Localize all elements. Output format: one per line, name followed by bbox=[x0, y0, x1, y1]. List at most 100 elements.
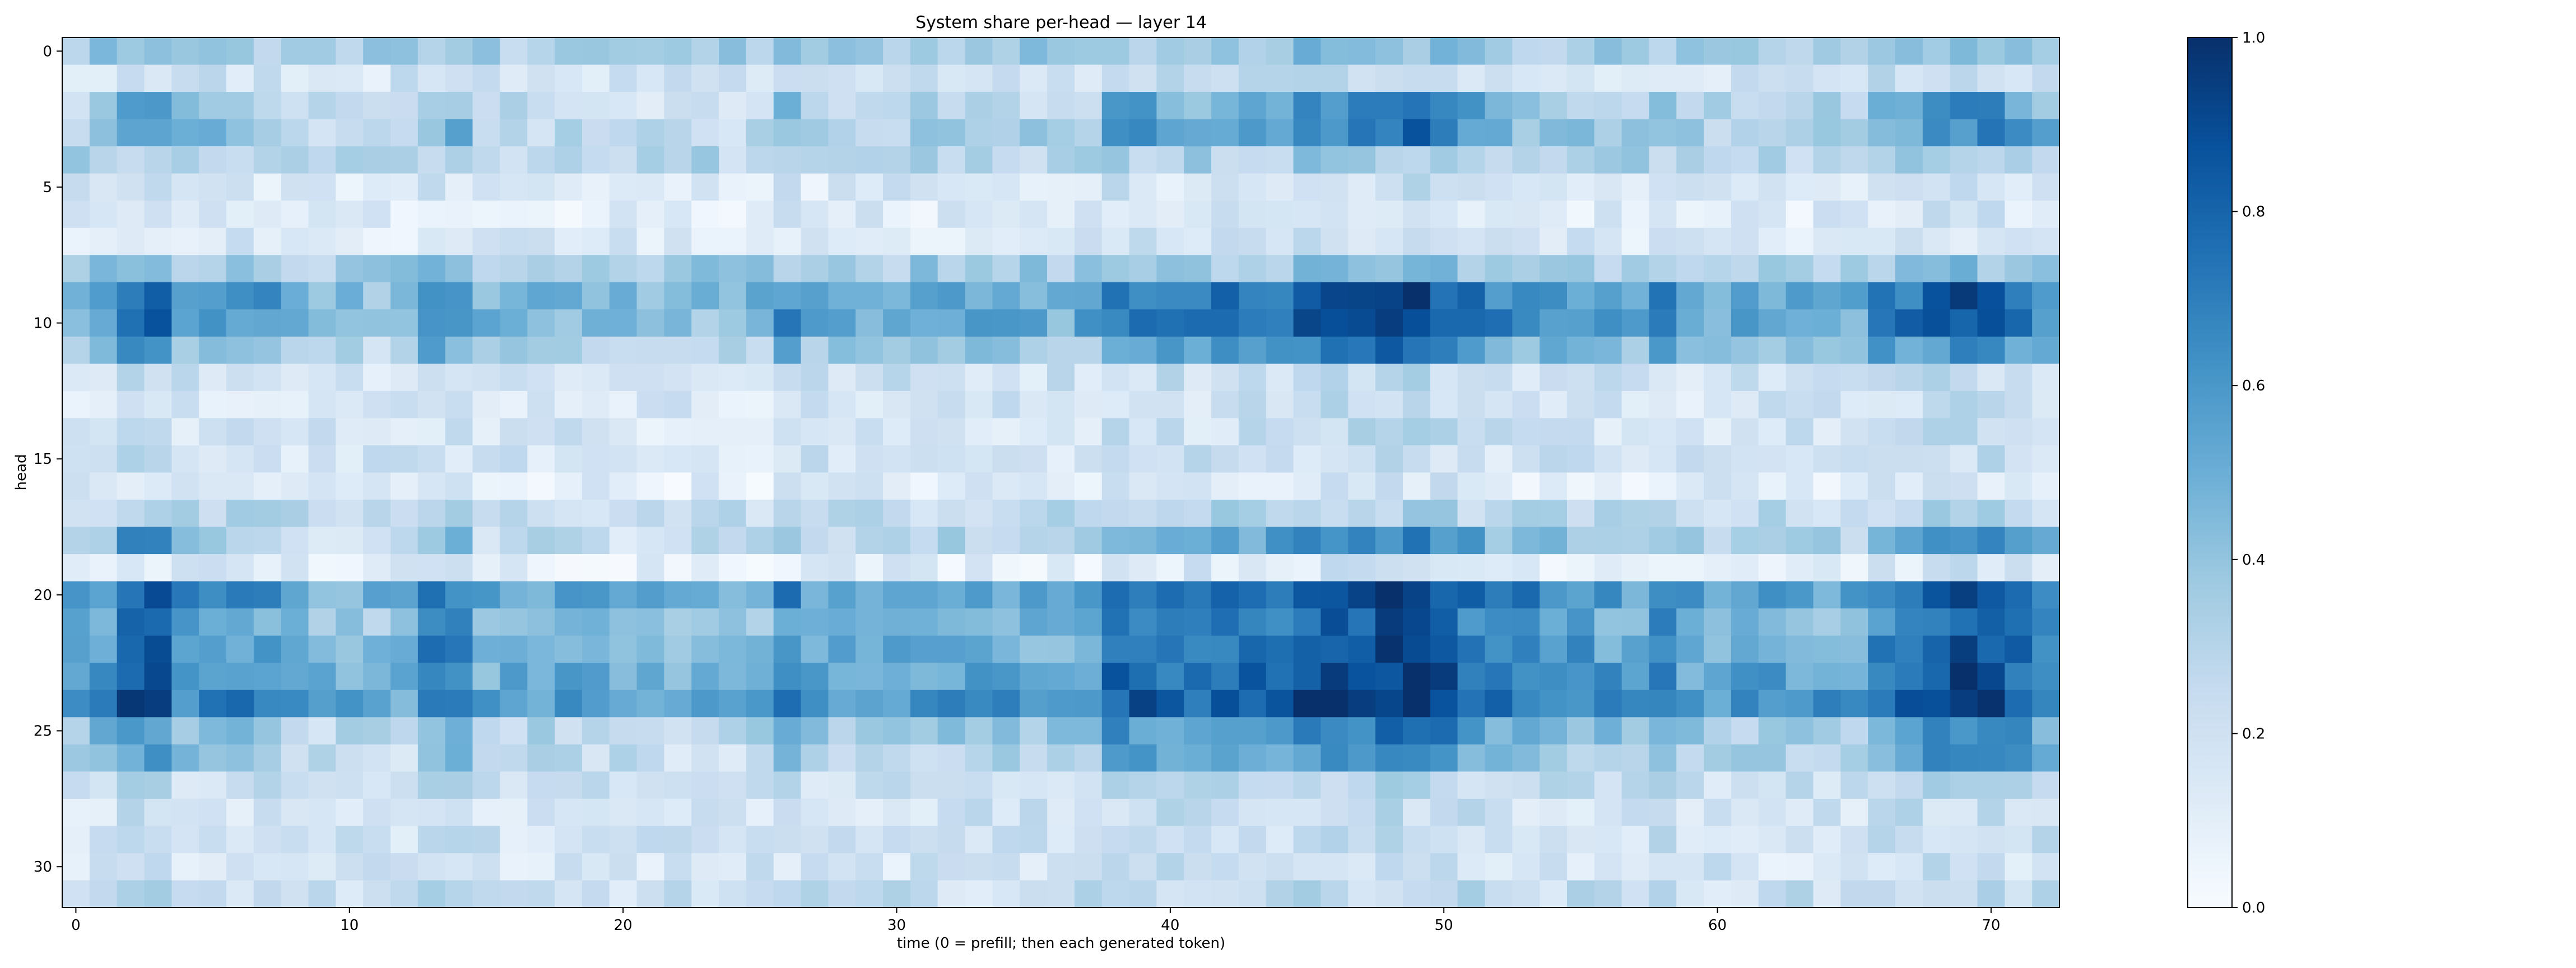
heatmap-cell bbox=[336, 201, 364, 229]
heatmap-cell bbox=[1950, 255, 1978, 283]
heatmap-cell bbox=[390, 581, 419, 609]
heatmap-cell bbox=[910, 390, 938, 419]
heatmap-cell bbox=[555, 445, 583, 473]
heatmap-cell bbox=[746, 390, 774, 419]
heatmap-cell bbox=[965, 472, 993, 500]
heatmap-cell bbox=[171, 119, 199, 147]
heatmap-cell bbox=[1101, 336, 1130, 364]
heatmap-cell bbox=[1676, 500, 1704, 528]
heatmap-cell bbox=[1485, 119, 1513, 147]
heatmap-cell bbox=[1621, 500, 1650, 528]
heatmap-cell bbox=[801, 173, 829, 201]
heatmap-cell bbox=[992, 608, 1020, 636]
heatmap-cell bbox=[1485, 744, 1513, 772]
heatmap-cell bbox=[2005, 227, 2033, 255]
heatmap-cell bbox=[1238, 146, 1267, 174]
heatmap-cell bbox=[1977, 717, 2005, 745]
heatmap-cell bbox=[992, 880, 1020, 908]
heatmap-cell bbox=[719, 336, 747, 364]
heatmap-cell bbox=[1840, 853, 1868, 881]
heatmap-cell bbox=[1485, 717, 1513, 745]
heatmap-cell bbox=[1950, 472, 1978, 500]
heatmap-cell bbox=[636, 771, 664, 799]
heatmap-cell bbox=[1540, 227, 1568, 255]
heatmap-cell bbox=[855, 608, 884, 636]
heatmap-cell bbox=[1485, 880, 1513, 908]
heatmap-cell bbox=[308, 92, 336, 120]
heatmap-cell bbox=[937, 744, 966, 772]
colorbar-axis: 0.00.20.40.60.81.0 bbox=[2232, 30, 2265, 916]
heatmap-cell bbox=[1348, 309, 1376, 337]
heatmap-cell bbox=[1950, 798, 1978, 827]
heatmap-cell bbox=[636, 336, 664, 364]
heatmap-cell bbox=[1457, 880, 1486, 908]
heatmap-cell bbox=[1704, 173, 1732, 201]
heatmap-cell bbox=[1704, 663, 1732, 691]
heatmap-cell bbox=[472, 364, 500, 392]
heatmap-cell bbox=[636, 309, 664, 337]
heatmap-cell bbox=[1676, 282, 1704, 310]
heatmap-cell bbox=[1020, 64, 1048, 92]
heatmap-cell bbox=[1047, 663, 1075, 691]
heatmap-cell bbox=[1512, 798, 1540, 827]
heatmap-cell bbox=[1704, 472, 1732, 500]
heatmap-cell bbox=[1375, 255, 1403, 283]
heatmap-cell bbox=[1101, 744, 1130, 772]
heatmap-cell bbox=[1320, 608, 1349, 636]
heatmap-cell bbox=[1020, 717, 1048, 745]
heatmap-cell bbox=[801, 201, 829, 229]
heatmap-cell bbox=[636, 500, 664, 528]
heatmap-cell bbox=[199, 227, 227, 255]
heatmap-cell bbox=[1156, 581, 1184, 609]
heatmap-cell bbox=[1785, 663, 1814, 691]
heatmap-cell bbox=[1566, 690, 1595, 718]
heatmap-cell bbox=[1402, 445, 1431, 473]
heatmap-cell bbox=[1485, 64, 1513, 92]
heatmap-cell bbox=[417, 309, 446, 337]
heatmap-cell bbox=[828, 201, 856, 229]
heatmap-cell bbox=[636, 364, 664, 392]
heatmap-cell bbox=[1621, 581, 1650, 609]
heatmap-cell bbox=[965, 554, 993, 582]
heatmap-cell bbox=[1649, 635, 1677, 663]
heatmap-cell bbox=[582, 418, 610, 446]
heatmap-cell bbox=[992, 771, 1020, 799]
heatmap-cell bbox=[1621, 798, 1650, 827]
heatmap-cell bbox=[281, 554, 309, 582]
heatmap-cell bbox=[1840, 201, 1868, 229]
heatmap-cell bbox=[1922, 500, 1951, 528]
heatmap-cell bbox=[1129, 336, 1157, 364]
heatmap-cell bbox=[1211, 173, 1239, 201]
heatmap-cell bbox=[144, 201, 172, 229]
heatmap-cell bbox=[1266, 500, 1294, 528]
heatmap-cell bbox=[226, 38, 254, 66]
heatmap-cell bbox=[2032, 173, 2060, 201]
heatmap-cell bbox=[1813, 554, 1841, 582]
heatmap-cell bbox=[773, 554, 802, 582]
heatmap-cell bbox=[1813, 390, 1841, 419]
heatmap-cell bbox=[555, 119, 583, 147]
heatmap-cell bbox=[1320, 500, 1349, 528]
heatmap-cell bbox=[1375, 227, 1403, 255]
heatmap-cell bbox=[445, 255, 473, 283]
heatmap-cell bbox=[2032, 690, 2060, 718]
heatmap-cell bbox=[910, 418, 938, 446]
heatmap-cell bbox=[281, 390, 309, 419]
heatmap-cell bbox=[1512, 880, 1540, 908]
heatmap-cell bbox=[1375, 527, 1403, 555]
heatmap-cell bbox=[1375, 608, 1403, 636]
heatmap-cell bbox=[691, 853, 719, 881]
heatmap-cell bbox=[773, 608, 802, 636]
heatmap-cell bbox=[281, 201, 309, 229]
heatmap-cell bbox=[1238, 880, 1267, 908]
heatmap-cell bbox=[1047, 853, 1075, 881]
heatmap-cell bbox=[62, 255, 90, 283]
heatmap-cell bbox=[992, 390, 1020, 419]
heatmap-cell bbox=[773, 336, 802, 364]
heatmap-cell bbox=[1074, 92, 1103, 120]
heatmap-cell bbox=[1922, 64, 1951, 92]
heatmap-cell bbox=[883, 635, 911, 663]
heatmap-cell bbox=[1184, 635, 1212, 663]
heatmap-cell bbox=[527, 445, 555, 473]
